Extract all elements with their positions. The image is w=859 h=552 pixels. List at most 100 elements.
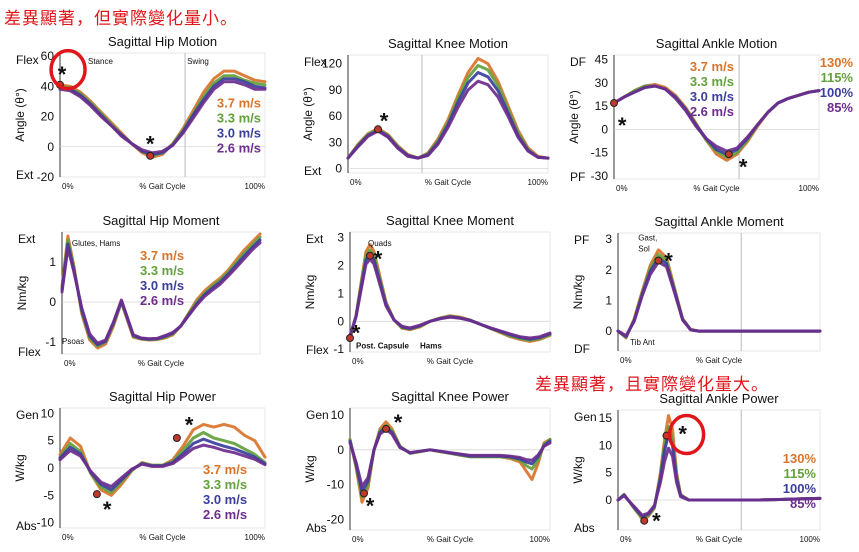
x-end-label: 100%: [245, 533, 265, 542]
y-tick-label: -10: [37, 516, 55, 530]
series-line-26: [348, 428, 552, 488]
asterisk-mark: *: [366, 494, 375, 519]
y-tick-label: 60: [329, 109, 343, 123]
hip_power-legend-1: 3.3 m/s: [203, 477, 247, 492]
ankle_power-legend-0: 130%: [783, 451, 817, 466]
chart-knee_motion: Sagittal Knee Motion 0 30 60 90 120 Angle (θ°)…: [301, 36, 550, 187]
ankle-percent-legend-0: 130%: [820, 55, 854, 70]
ankle-percent-legend-3: 85%: [827, 100, 853, 115]
significance-marker: [654, 256, 663, 265]
y-tick-label: 15: [595, 99, 609, 113]
x-start-label: 0%: [620, 535, 632, 544]
significance-marker: [92, 490, 101, 499]
bottom-direction-label: Ext: [16, 168, 34, 182]
bottom-direction-label: Abs: [16, 519, 37, 533]
asterisk-mark: *: [58, 62, 67, 87]
x-axis-label: % Gait Cycle: [139, 182, 186, 191]
muscle-annotation: Post. Capsule: [356, 342, 409, 351]
y-tick-label: -10: [327, 478, 345, 492]
series-line-26: [616, 260, 822, 338]
chart-knee_power: Sagittal Knee Power -20 -10 0 10 W/kg Gen Abs 0%…: [303, 389, 552, 544]
y-tick-label: 0: [337, 443, 344, 457]
muscle-annotation: Glutes, Hams: [72, 239, 120, 248]
chart-hip_power: Sagittal Hip Power -10 -5 0 5 10 W/kg Gen Abs 0%%…: [13, 389, 267, 542]
chart-title: Sagittal Knee Moment: [386, 213, 514, 228]
muscle-annotation: Gast,: [638, 234, 657, 243]
hip_moment-legend-2: 3.0 m/s: [140, 278, 184, 293]
x-axis-label: % Gait Cycle: [696, 356, 743, 365]
asterisk-mark: *: [185, 412, 194, 437]
y-tick-label: -15: [591, 146, 609, 160]
ankle-percent-legend-2: 100%: [820, 85, 854, 100]
y-tick-label: -1: [333, 342, 344, 356]
bottom-direction-label: Flex: [18, 345, 41, 359]
hip_motion-legend-2: 3.0 m/s: [217, 126, 261, 141]
x-axis-label: % Gait Cycle: [427, 357, 474, 366]
bottom-direction-label: Abs: [574, 521, 595, 535]
chart-title: Sagittal Hip Moment: [102, 213, 219, 228]
chart-title: Sagittal Ankle Motion: [656, 36, 777, 51]
x-end-label: 100%: [799, 184, 819, 193]
y-tick-label: 1: [605, 293, 612, 307]
y-tick-label: 40: [41, 79, 55, 93]
top-direction-label: Gen: [306, 408, 329, 422]
y-tick-label: 3: [605, 232, 612, 246]
chart-title: Sagittal Knee Motion: [388, 36, 508, 51]
y-axis-label: W/kg: [571, 456, 585, 483]
y-tick-label: 90: [329, 83, 343, 97]
chart-ankle_power: Sagittal Ankle Power 0 5 10 15 W/kg Gen Abs 0% % …: [571, 391, 822, 544]
significance-marker: [172, 434, 181, 442]
y-axis-label: Nm/kg: [303, 275, 317, 310]
y-tick-label: 10: [599, 438, 613, 452]
y-tick-label: 5: [605, 466, 612, 480]
ankle_power-legend-1: 115%: [783, 466, 816, 481]
y-axis-label: Angle (θ°): [301, 87, 315, 141]
asterisk-mark: *: [103, 497, 112, 522]
phase-label-swing: Swing: [187, 57, 209, 66]
chart-title: Sagittal Knee Power: [391, 389, 509, 404]
ankle-speed-legend-3: 2.6 m/s: [690, 104, 734, 119]
top-direction-label: Flex: [16, 53, 39, 67]
chart-title: Sagittal Ankle Moment: [654, 214, 784, 229]
x-start-label: 0%: [352, 535, 364, 544]
x-start-label: 0%: [352, 357, 364, 366]
hip_power-legend-0: 3.7 m/s: [203, 462, 247, 477]
chart-ankle_motion: Sagittal Ankle Motion -30 -15 0 15 30 45 Angle …: [567, 36, 853, 193]
ankle-speed-legend-0: 3.7 m/s: [690, 59, 734, 74]
top-direction-label: Flex: [304, 55, 327, 69]
significance-marker: [346, 334, 354, 343]
top-direction-label: PF: [574, 233, 589, 247]
y-axis-label: W/kg: [303, 455, 317, 482]
top-direction-label: Gen: [16, 408, 39, 422]
top-direction-label: Gen: [574, 410, 597, 424]
hip_moment-legend-3: 2.6 m/s: [140, 293, 184, 308]
asterisk-mark: *: [678, 421, 687, 446]
x-axis-label: % Gait Cycle: [427, 535, 474, 544]
asterisk-mark: *: [380, 109, 389, 134]
y-axis-label: Nm/kg: [571, 275, 585, 310]
significance-marker: [360, 489, 368, 498]
y-tick-label: 10: [331, 408, 345, 422]
significance-marker: [724, 150, 733, 159]
y-axis-label: W/kg: [13, 454, 27, 481]
y-tick-label: 0: [601, 122, 608, 136]
significance-marker: [382, 424, 390, 433]
muscle-annotation: Tib Ant: [630, 338, 655, 347]
asterisk-mark: *: [739, 155, 748, 180]
y-tick-label: -30: [591, 169, 609, 183]
y-tick-label: 0: [605, 493, 612, 507]
ankle_power-legend-3: 85%: [790, 496, 816, 511]
y-tick-label: 30: [329, 135, 343, 149]
y-axis-label: Angle (θ°): [567, 90, 581, 144]
y-tick-label: -5: [43, 488, 54, 502]
y-tick-label: 30: [595, 76, 609, 90]
y-tick-label: 20: [41, 110, 55, 124]
y-tick-label: 5: [47, 434, 54, 448]
asterisk-mark: *: [394, 410, 403, 435]
significance-marker: [366, 251, 374, 260]
highlight-circle: [667, 413, 706, 456]
y-tick-label: 0: [47, 140, 54, 154]
muscle-annotation: Quads: [368, 239, 392, 248]
bottom-direction-label: Ext: [304, 164, 322, 178]
